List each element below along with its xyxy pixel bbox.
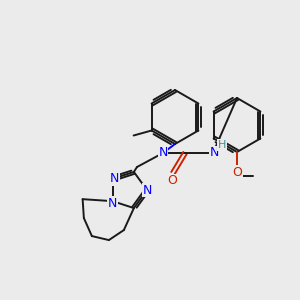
Text: N: N bbox=[110, 172, 119, 185]
Text: N: N bbox=[108, 197, 117, 210]
Text: O: O bbox=[232, 166, 242, 178]
Text: O: O bbox=[167, 175, 177, 188]
Text: H: H bbox=[218, 140, 226, 150]
Text: N: N bbox=[142, 184, 152, 196]
Text: N: N bbox=[158, 146, 168, 160]
Text: N: N bbox=[209, 146, 219, 160]
